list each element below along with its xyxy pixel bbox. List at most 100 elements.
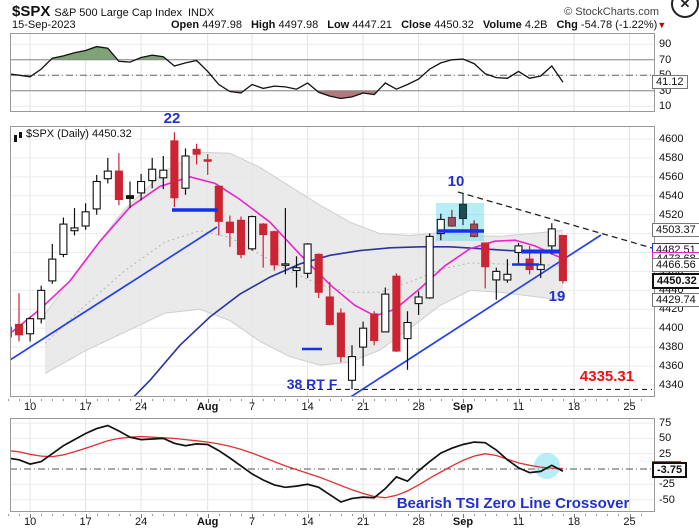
y-axis-label: -25 <box>659 478 675 491</box>
x-tick <box>385 514 387 516</box>
x-tick <box>629 399 631 403</box>
x-tick <box>96 399 98 401</box>
x-axis-label: 24 <box>134 516 148 528</box>
annotation-text: 22 <box>163 110 181 127</box>
x-tick <box>485 399 487 401</box>
x-tick <box>218 514 220 516</box>
x-tick <box>41 514 43 516</box>
x-tick <box>385 399 387 401</box>
x-axis-label: 17 <box>79 401 92 413</box>
x-tick <box>307 399 309 403</box>
x-tick <box>429 399 431 401</box>
value-box: 4450.32 <box>652 272 699 289</box>
quote-fields: Open 4497.98 High 4497.98 Low 4447.21 Close… <box>162 19 657 31</box>
x-tick <box>629 514 631 518</box>
x-tick <box>562 399 564 401</box>
annotation-text: 10 <box>447 173 465 190</box>
value-box: 41.12 <box>652 75 688 90</box>
x-tick <box>107 514 109 516</box>
x-tick <box>141 514 143 518</box>
x-tick <box>551 514 553 516</box>
x-tick <box>285 399 287 401</box>
x-tick <box>318 399 320 401</box>
x-axis-label: 21 <box>356 516 370 528</box>
close-icon[interactable]: ✕ <box>671 0 699 18</box>
x-tick <box>518 514 520 518</box>
x-tick <box>418 399 420 403</box>
x-tick <box>585 514 587 516</box>
quote-field: Chg -54.78 (-1.22%) <box>556 19 658 31</box>
x-tick <box>141 399 143 403</box>
x-tick <box>130 514 131 516</box>
x-tick <box>296 514 298 516</box>
x-tick <box>451 399 453 401</box>
annotation-text: 4335.31 <box>579 368 635 385</box>
x-tick <box>396 399 398 401</box>
x-axis-label: Aug <box>196 401 219 413</box>
x-tick <box>30 399 32 403</box>
x-tick <box>96 514 98 516</box>
x-axis-label: 11 <box>512 516 525 528</box>
x-tick <box>463 399 464 403</box>
x-tick <box>41 399 43 401</box>
value-box: -3.75 <box>652 461 688 478</box>
x-tick <box>463 514 464 518</box>
stockcharts-credit: © StockCharts.com <box>564 6 659 18</box>
x-tick <box>196 399 198 401</box>
x-tick <box>596 399 598 401</box>
x-tick <box>318 514 320 516</box>
y-axis-label: 4520 <box>659 208 684 221</box>
x-axis-label: 18 <box>567 401 581 413</box>
x-tick <box>507 399 509 401</box>
quote-field: Close 4450.32 <box>401 19 474 31</box>
value-box: 4466.56 <box>652 258 699 273</box>
x-tick <box>185 514 187 516</box>
x-tick <box>163 399 165 401</box>
annotation-text: 38 RT F <box>286 376 338 392</box>
x-tick <box>574 399 575 403</box>
x-axis-label: 10 <box>23 516 37 528</box>
x-tick <box>118 399 120 401</box>
x-axis-label: 11 <box>512 401 525 413</box>
x-tick <box>274 399 276 401</box>
x-tick <box>407 399 409 401</box>
x-tick <box>74 399 76 401</box>
y-axis-label: 4600 <box>659 133 684 145</box>
x-tick <box>52 514 54 516</box>
x-tick <box>396 514 398 516</box>
x-tick <box>496 399 498 401</box>
tsi-annotation-text: Bearish TSI Zero Line Crossover <box>396 495 630 512</box>
rsi-panel <box>10 33 655 112</box>
y-axis-label: 25 <box>659 447 672 460</box>
symbol-name: S&P 500 Large Cap Index <box>54 7 182 19</box>
x-tick <box>607 514 609 516</box>
x-axis-label: 28 <box>412 516 425 528</box>
x-tick <box>263 399 265 401</box>
y-axis-label: 75 <box>659 417 672 430</box>
x-axis-label: Aug <box>196 516 219 528</box>
x-tick <box>263 514 265 516</box>
x-tick <box>374 514 376 516</box>
x-tick <box>329 399 331 401</box>
x-tick <box>241 514 242 516</box>
x-axis-label: 14 <box>301 401 314 413</box>
x-axis-main: 10 17 24 Aug 7 14 21 28 Sep 11 18 25 <box>7 399 655 413</box>
x-tick <box>19 399 20 401</box>
x-tick <box>196 514 198 516</box>
x-tick <box>152 514 154 516</box>
x-tick <box>63 514 65 516</box>
x-tick <box>451 514 453 516</box>
x-axis-label: 14 <box>301 516 314 528</box>
x-tick <box>474 514 476 516</box>
x-axis-label: 24 <box>134 401 148 413</box>
y-axis-label: 4400 <box>659 322 684 335</box>
x-tick <box>507 514 509 516</box>
x-axis-label: 21 <box>356 401 370 413</box>
x-tick <box>285 514 287 516</box>
x-axis-label: 10 <box>23 401 37 413</box>
x-tick <box>618 399 620 401</box>
x-axis-label: 7 <box>249 516 256 528</box>
x-tick <box>496 514 498 516</box>
x-tick <box>152 399 154 401</box>
